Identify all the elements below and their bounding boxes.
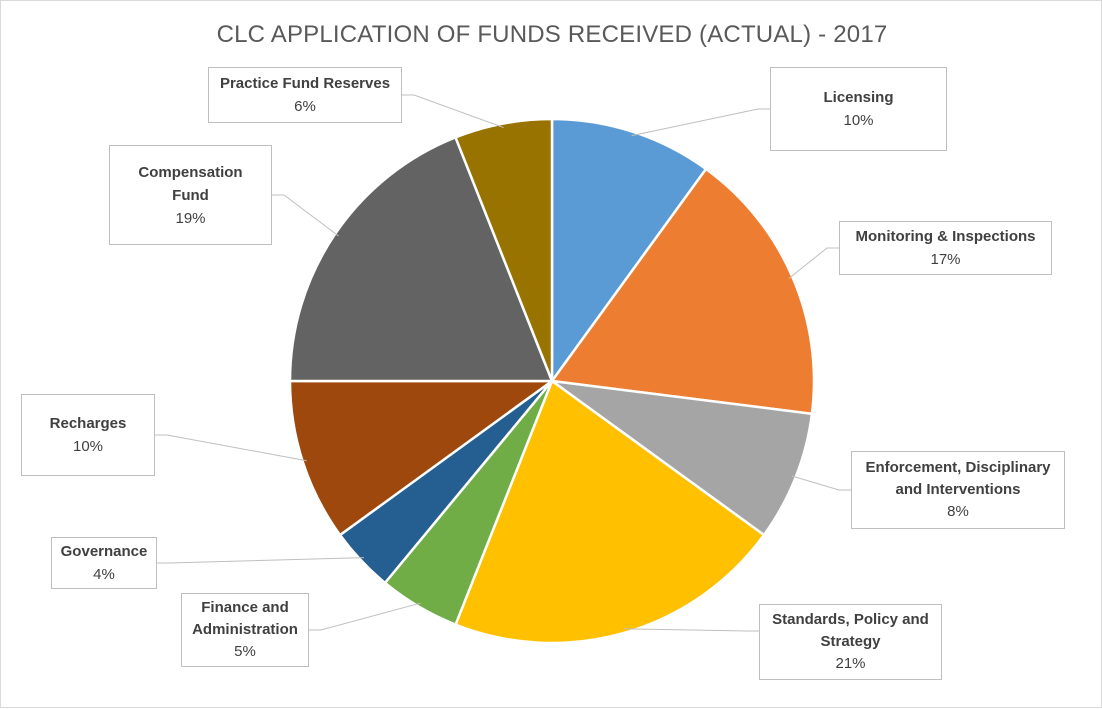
data-label-licensing: Licensing 10% [770,67,947,151]
slice-value: 21% [835,655,866,672]
slice-label: Practice Fund Reserves [219,75,391,92]
slice-label: Recharges [49,415,127,432]
slice-label: Finance and Administration [192,599,298,638]
slice-value: 17% [930,251,961,268]
leader-line [272,194,339,237]
data-label-standards: Standards, Policy and Strategy 21% [759,604,942,680]
leader-line [631,108,770,137]
pie-slice-practice-fund-reserves [454,117,554,383]
slice-value: 19% [175,209,206,227]
slice-value: 4% [93,566,115,583]
data-label-enforcement: Enforcement, Disciplinary and Interventi… [851,451,1065,529]
chart-title: CLC APPLICATION OF FUNDS RECEIVED (ACTUA… [216,21,888,48]
slice-value: 10% [843,112,874,129]
slice-label: Monitoring & Inspections [855,228,1036,245]
pie-slice-recharges [288,379,554,537]
slice-label: Enforcement, Disciplinary and Interventi… [865,459,1051,498]
leader-line [402,94,504,129]
leader-line [623,628,759,632]
data-label-recharges: Recharges 10% [21,394,155,476]
leader-line [155,434,307,462]
slice-label: Governance [60,543,148,560]
data-label-governance: Governance 4% [51,537,157,589]
slice-value: 5% [234,643,256,660]
pie-slice-monitoring-inspections [550,167,816,416]
pie-slice-standards-policy-and-strategy [454,379,766,645]
leader-line [788,247,839,279]
data-label-monitoring: Monitoring & Inspections 17% [839,221,1052,275]
data-label-practice-fund: Practice Fund Reserves 6% [208,67,402,123]
slice-label: Compensation Fund [138,163,243,204]
data-label-compensation: Compensation Fund 19% [109,145,272,245]
leader-line [157,557,364,564]
data-label-finance: Finance and Administration 5% [181,593,309,667]
slice-label: Standards, Policy and Strategy [772,611,929,650]
slice-value: 10% [72,438,104,455]
slice-value: 8% [947,503,969,520]
slice-label: Licensing [823,89,894,106]
leader-line [791,475,851,491]
slice-value: 6% [294,98,316,115]
leader-line [309,602,421,631]
pie-slice-licensing [550,117,708,383]
